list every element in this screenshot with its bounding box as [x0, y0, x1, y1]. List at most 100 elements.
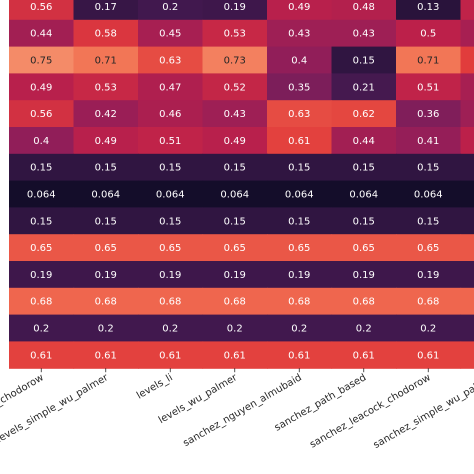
cell-value-label: 0.71 [95, 56, 117, 67]
cell-value-label: 0.61 [224, 350, 246, 361]
heatmap-cell [331, 73, 397, 101]
heatmap-cell [396, 234, 462, 262]
heatmap-cell [267, 207, 333, 235]
cell-value-label: 0.19 [224, 270, 246, 281]
heatmap-cell [396, 153, 462, 182]
heatmap-cell [331, 0, 397, 21]
cell-value-label: 0.51 [417, 82, 439, 93]
heatmap-cell [73, 100, 139, 128]
heatmap-cell [138, 19, 204, 48]
x-tick-label: sanchez_nguyen_almubaid [181, 372, 303, 449]
heatmap-cell [460, 19, 474, 48]
cell-value-label: 0.15 [95, 216, 117, 227]
cell-value-label: 0.47 [159, 82, 181, 93]
heatmap-cell [331, 341, 397, 369]
cell-value-label: 0.064 [220, 190, 249, 201]
cell-value-label: 0.51 [159, 136, 181, 147]
heatmap-cell [73, 19, 139, 48]
heatmap-cell [202, 341, 268, 369]
cell-value-label: 0.4 [33, 136, 49, 147]
cell-value-label: 0.56 [30, 109, 52, 120]
heatmap-cell [202, 100, 268, 128]
cell-value-label: 0.42 [95, 109, 117, 120]
heatmap-cell [396, 314, 462, 342]
heatmap-cell [331, 261, 397, 289]
cell-value-label: 0.61 [30, 350, 52, 361]
heatmap-cell [73, 127, 139, 155]
heatmap-cell [396, 100, 462, 128]
heatmap-cell [202, 180, 268, 208]
heatmap-cell [267, 127, 333, 155]
cell-value-label: 0.15 [30, 163, 52, 174]
cell-value-label: 0.2 [162, 324, 178, 335]
cell-value-label: 0.19 [95, 270, 117, 281]
cell-value-label: 0.45 [159, 29, 181, 40]
heatmap-cell-labels: 0.56 0.17 0.2 0.19 0.49 0.48 0.13 0.51 0.44 0.58 0… [27, 2, 443, 361]
heatmap-cell [202, 127, 268, 155]
cell-value-label: 0.15 [95, 163, 117, 174]
heatmap-cell [267, 261, 333, 289]
cell-value-label: 0.064 [414, 190, 443, 201]
heatmap-cell [331, 207, 397, 235]
cell-value-label: 0.53 [224, 29, 246, 40]
heatmap-cell [73, 0, 139, 21]
heatmap-cell [267, 73, 333, 101]
cell-value-label: 0.61 [353, 350, 375, 361]
cell-value-label: 0.064 [156, 190, 185, 201]
heatmap-cell [267, 19, 333, 48]
cell-value-label: 0.15 [417, 216, 439, 227]
cell-value-label: 0.21 [353, 82, 375, 93]
heatmap-cell [73, 153, 139, 182]
cell-value-label: 0.17 [95, 2, 117, 13]
cell-value-label: 0.58 [95, 29, 117, 40]
cell-value-label: 0.62 [353, 109, 375, 120]
heatmap-cell [460, 153, 474, 182]
heatmap-cell [460, 261, 474, 289]
cell-value-label: 0.15 [159, 216, 181, 227]
heatmap-cell [138, 73, 204, 101]
heatmap-cell [9, 153, 75, 182]
cell-value-label: 0.064 [349, 190, 378, 201]
heatmap-cell [138, 341, 204, 369]
heatmap-cell [138, 100, 204, 128]
cell-value-label: 0.2 [33, 324, 49, 335]
heatmap-cell [138, 0, 204, 21]
heatmap-cell [9, 0, 75, 21]
heatmap-cell [267, 46, 333, 74]
cell-value-label: 0.61 [288, 136, 310, 147]
cell-value-label: 0.15 [288, 163, 310, 174]
cell-value-label: 0.2 [420, 324, 436, 335]
heatmap-cell [73, 261, 139, 289]
heatmap-cell [9, 341, 75, 369]
heatmap-cell [396, 19, 462, 48]
cell-value-label: 0.064 [91, 190, 120, 201]
heatmap-cell [396, 207, 462, 235]
heatmap-cell [138, 261, 204, 289]
cell-value-label: 0.68 [159, 297, 181, 308]
heatmap-cell [202, 73, 268, 101]
heatmap-cell [73, 207, 139, 235]
heatmap-cell [202, 314, 268, 342]
cell-value-label: 0.2 [227, 324, 243, 335]
heatmap-cell [331, 234, 397, 262]
cell-value-label: 0.75 [30, 56, 52, 67]
heatmap-cell [9, 46, 75, 74]
cell-value-label: 0.71 [417, 56, 439, 67]
heatmap-cell [460, 180, 474, 208]
cell-value-label: 0.68 [288, 297, 310, 308]
heatmap-cell [267, 341, 333, 369]
heatmap-cell [138, 46, 204, 74]
cell-value-label: 0.15 [353, 163, 375, 174]
heatmap-cells [9, 0, 474, 369]
cell-value-label: 0.15 [224, 216, 246, 227]
heatmap-cell [73, 341, 139, 369]
cell-value-label: 0.5 [420, 29, 436, 40]
cell-value-label: 0.68 [95, 297, 117, 308]
heatmap-cell [460, 100, 474, 128]
heatmap-cell [460, 341, 474, 369]
heatmap-cell [396, 127, 462, 155]
cell-value-label: 0.68 [30, 297, 52, 308]
heatmap-cell [202, 46, 268, 74]
cell-value-label: 0.53 [95, 82, 117, 93]
cell-value-label: 0.36 [417, 109, 439, 120]
